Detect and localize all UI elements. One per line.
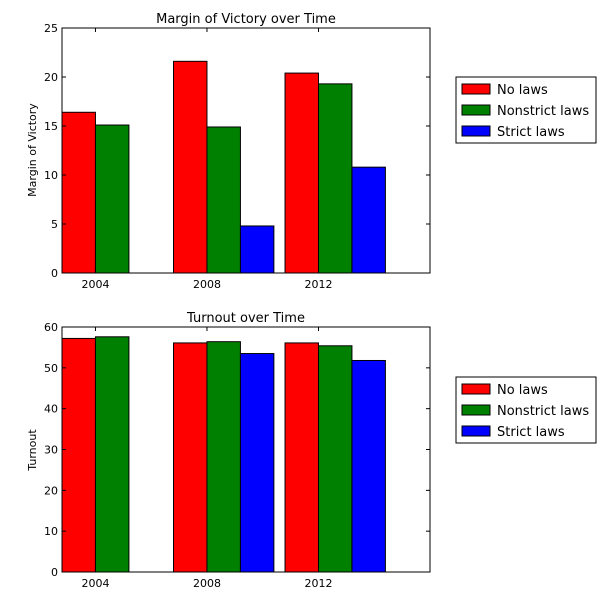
legend-swatch xyxy=(461,125,491,137)
legend-label: No laws xyxy=(497,383,548,398)
legend-label: Nonstrict laws xyxy=(497,404,589,419)
bar-no-laws-2012 xyxy=(284,342,319,573)
x-tick-label: 2012 xyxy=(304,278,332,291)
x-tick-label: 2012 xyxy=(304,577,332,590)
y-axis-label: Turnout xyxy=(26,429,39,472)
plot-frame xyxy=(61,27,431,274)
bar-no-laws-2012 xyxy=(284,72,319,274)
y-tick-label: 40 xyxy=(44,403,58,416)
y-tick-label: 30 xyxy=(44,444,58,457)
bar-no-laws-2008 xyxy=(173,342,208,573)
x-tick-label: 2008 xyxy=(193,278,221,291)
x-tick-label: 2004 xyxy=(81,577,109,590)
legend-label: Strict laws xyxy=(497,125,565,140)
legend: No laws Nonstrict laws Strict laws xyxy=(455,376,597,444)
y-ticks: 0 10 20 30 40 50 60 xyxy=(44,321,430,579)
y-tick-label: 25 xyxy=(44,22,58,35)
bar-group xyxy=(61,336,386,573)
bar-nonstrict-laws-2012 xyxy=(317,345,353,573)
legend-label: Strict laws xyxy=(497,425,565,440)
y-tick-label: 20 xyxy=(44,71,58,84)
bar-no-laws-2008 xyxy=(173,60,208,274)
bar-group xyxy=(61,60,386,274)
x-tick-label: 2004 xyxy=(81,278,109,291)
legend-swatch xyxy=(461,383,491,395)
y-tick-label: 0 xyxy=(51,566,58,579)
bar-nonstrict-laws-2008 xyxy=(206,126,241,274)
turnout-chart: Turnout over Time Turnout 0102030405060 … xyxy=(26,311,597,590)
bar-nonstrict-laws-2004 xyxy=(94,336,130,573)
legend-swatch xyxy=(461,425,491,437)
margin-chart: Margin of Victory over Time Margin of Vi… xyxy=(26,12,597,291)
x-ticks: 2004 2008 2012 xyxy=(81,327,332,590)
bar-strict-laws-2012 xyxy=(351,359,386,573)
x-tick-label: 2008 xyxy=(193,577,221,590)
bar-nonstrict-laws-2012 xyxy=(317,83,353,274)
y-axis-label: Margin of Victory xyxy=(26,103,39,197)
legend-label: No laws xyxy=(497,83,548,98)
y-tick-label: 5 xyxy=(51,218,58,231)
bar-strict-laws-2008 xyxy=(239,225,275,274)
legend-label: Nonstrict laws xyxy=(497,104,589,119)
y-tick-label: 10 xyxy=(44,169,58,182)
y-tick-label: 15 xyxy=(44,120,58,133)
bar-nonstrict-laws-2004 xyxy=(94,124,130,274)
chart-title: Turnout over Time xyxy=(186,311,305,326)
x-ticks: 2004 2008 2012 xyxy=(81,28,332,291)
legend-swatch xyxy=(461,404,491,416)
bar-strict-laws-2008 xyxy=(239,353,275,573)
plot-frame xyxy=(61,326,431,573)
y-ticks: 0 5 10 15 20 25 xyxy=(44,22,430,280)
y-tick-label: 50 xyxy=(44,362,58,375)
y-tick-label: 60 xyxy=(44,321,58,334)
bar-no-laws-2004 xyxy=(61,337,96,573)
legend-swatch xyxy=(461,83,491,95)
bar-strict-laws-2012 xyxy=(351,166,386,274)
bar-no-laws-2004 xyxy=(61,111,96,274)
y-tick-label: 0 xyxy=(51,267,58,280)
chart-title: Margin of Victory over Time xyxy=(156,12,336,27)
y-tick-label: 20 xyxy=(44,484,58,497)
y-tick-label: 10 xyxy=(44,525,58,538)
bar-nonstrict-laws-2008 xyxy=(206,341,241,573)
legend-swatch xyxy=(461,104,491,116)
legend: No laws Nonstrict laws Strict laws xyxy=(455,76,597,144)
